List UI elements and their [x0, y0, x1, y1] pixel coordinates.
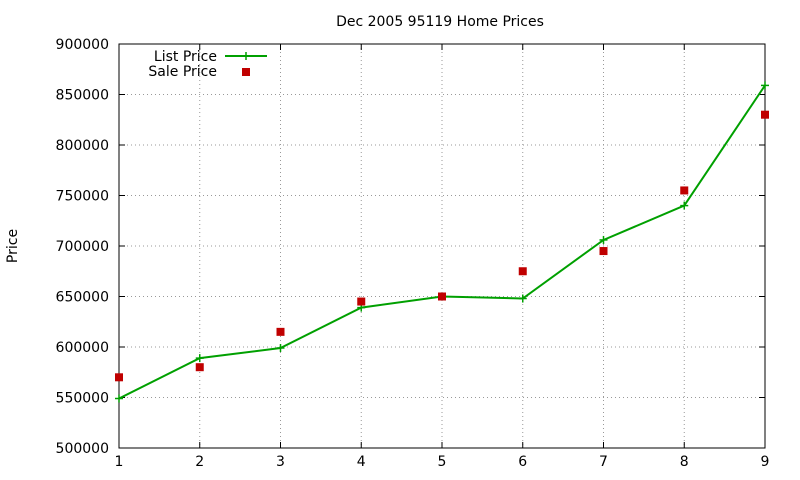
x-tick-label: 9	[761, 454, 770, 470]
x-tick-label: 3	[276, 454, 285, 470]
sale-price-point	[276, 327, 285, 336]
sale-price-point	[115, 373, 123, 382]
y-tick-label: 850000	[56, 88, 109, 104]
x-tick-label: 1	[115, 454, 124, 470]
y-tick-label: 800000	[56, 138, 109, 154]
grid-lines	[119, 44, 765, 448]
list-price-point	[276, 344, 285, 353]
list-price-point	[115, 394, 123, 403]
y-tick-label: 550000	[56, 391, 109, 407]
y-tick-label: 900000	[56, 37, 109, 53]
y-tick-label: 650000	[56, 290, 109, 306]
x-tick-label: 5	[438, 454, 447, 470]
series-layer	[115, 81, 769, 403]
sale-price-point	[518, 267, 527, 276]
sale-price-point	[599, 247, 608, 256]
x-tick-label: 6	[518, 454, 527, 470]
x-tick-label: 7	[599, 454, 608, 470]
y-tick-label: 600000	[56, 340, 109, 356]
list-price-point	[680, 201, 689, 210]
sale-price-point	[680, 186, 689, 195]
x-tick-label: 2	[195, 454, 204, 470]
y-tick-label: 700000	[56, 239, 109, 255]
x-tick-label: 4	[357, 454, 366, 470]
sale-price-point	[195, 363, 204, 372]
legend-marker-sale-price	[242, 68, 250, 76]
legend-label-list-price: List Price	[154, 49, 217, 65]
chart-title: Dec 2005 95119 Home Prices	[336, 14, 544, 30]
sale-price-point	[438, 292, 446, 301]
legend-label-sale-price: Sale Price	[148, 64, 217, 80]
list-price-point	[195, 354, 204, 363]
list-price-point	[599, 235, 608, 244]
y-tick-label: 500000	[56, 441, 109, 457]
axis-ticks: 1 2 3 4 5 6 7 8 9 500000 550000 600000 650000 700000 7…	[56, 37, 770, 470]
legend-marker-list-price	[242, 52, 250, 60]
list-price-point	[761, 81, 769, 90]
sale-price-point	[357, 297, 366, 306]
x-tick-label: 8	[680, 454, 689, 470]
sale-price-point	[761, 110, 769, 119]
y-axis-label: Price	[5, 229, 21, 263]
list-price-point	[518, 294, 527, 303]
y-tick-label: 750000	[56, 189, 109, 205]
